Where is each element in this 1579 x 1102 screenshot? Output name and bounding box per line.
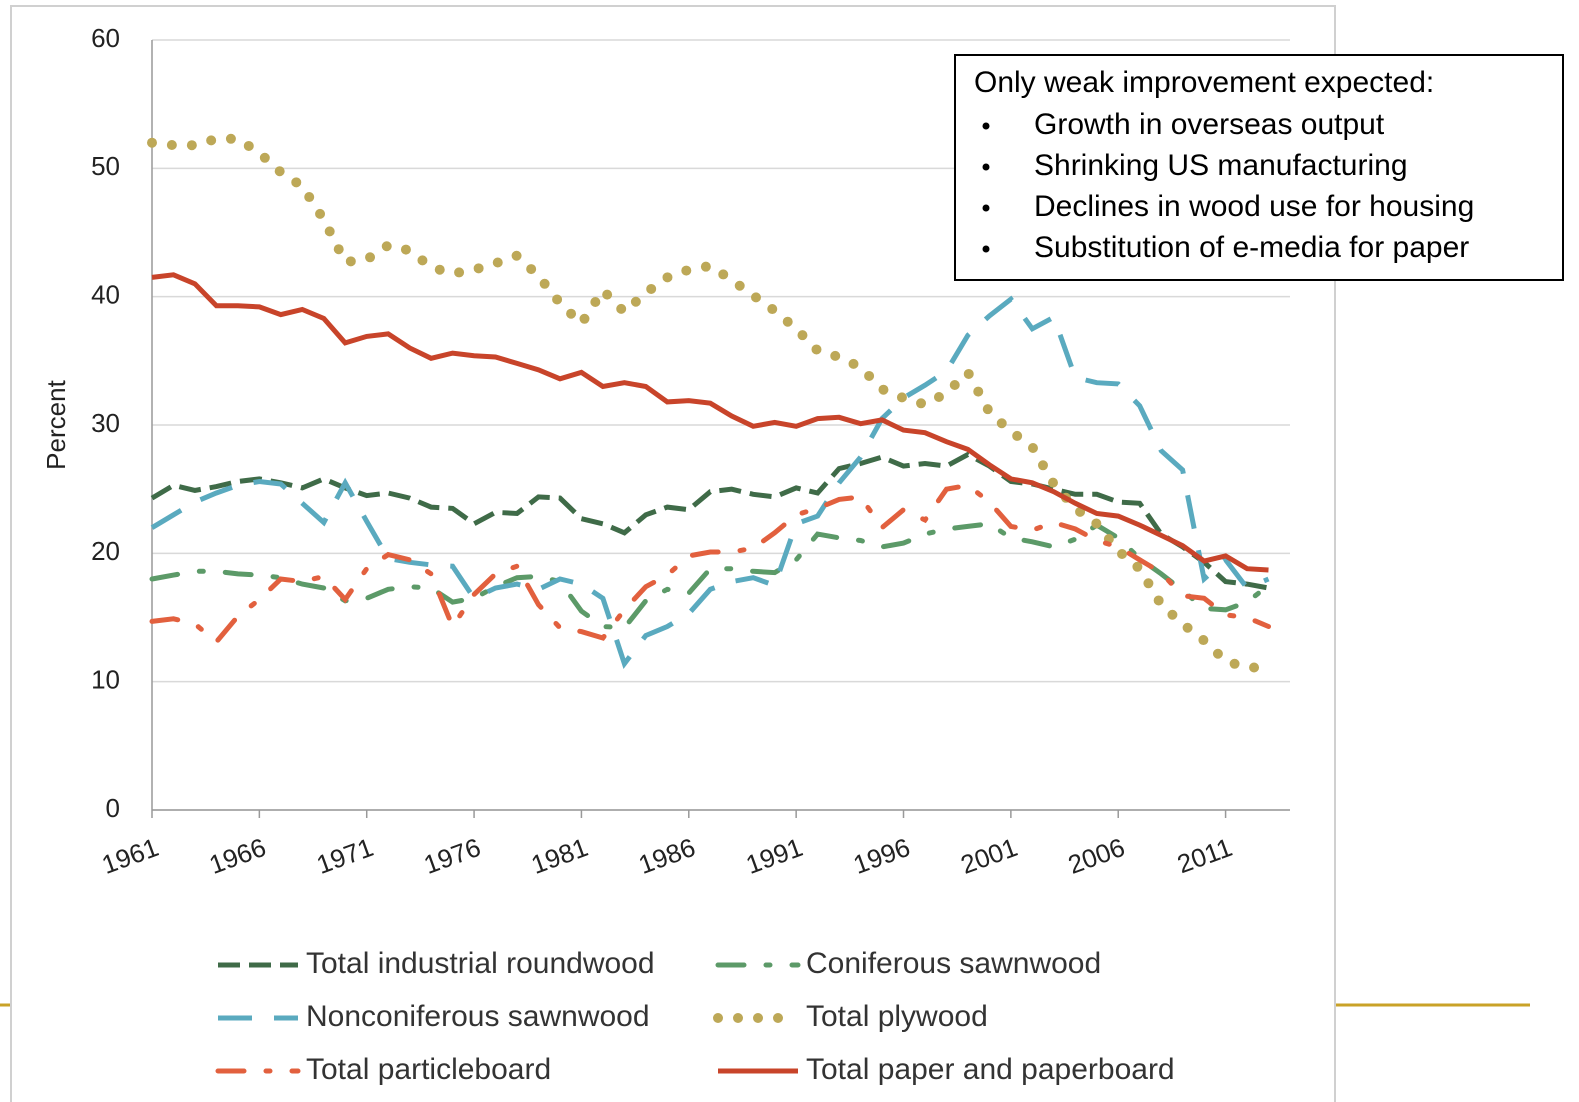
- series-line: [151, 272, 1269, 573]
- x-tick-label: 1981: [527, 832, 592, 880]
- y-tick-label: 60: [91, 23, 120, 53]
- x-tick-label: 1986: [635, 832, 700, 880]
- series-line: [147, 133, 1274, 673]
- annotation-heading: Only weak improvement expected:: [974, 66, 1434, 99]
- legend-label: Total paper and paperboard: [806, 1053, 1175, 1086]
- x-tick-label: 1966: [205, 832, 270, 880]
- x-tick-label: 1991: [742, 832, 807, 880]
- legend-label: Total plywood: [806, 1000, 988, 1033]
- y-tick-label: 50: [91, 151, 120, 181]
- series-line: [150, 451, 1269, 591]
- y-tick-label: 30: [91, 408, 120, 438]
- chart-frame: [10, 5, 1336, 1102]
- bullet: [982, 204, 990, 212]
- x-tick-label: 2001: [957, 832, 1022, 880]
- legend-label: Coniferous sawnwood: [806, 947, 1101, 980]
- legend-label: Nonconiferous sawnwood: [306, 1000, 650, 1033]
- series-line: [149, 482, 1271, 646]
- annotation-item: Declines in wood use for housing: [1034, 190, 1474, 223]
- x-tick-label: 1971: [313, 832, 378, 880]
- y-tick-label: 10: [91, 665, 120, 695]
- x-tick-label: 1976: [420, 832, 485, 880]
- x-tick-label: 2006: [1064, 832, 1129, 880]
- bullet: [982, 163, 990, 171]
- bullet: [982, 122, 990, 130]
- annotation-item: Growth in overseas output: [1034, 108, 1385, 141]
- bullet: [982, 245, 990, 253]
- x-tick-label: 1996: [849, 832, 914, 880]
- annotation-item: Substitution of e-media for paper: [1034, 231, 1469, 264]
- legend-label: Total particleboard: [306, 1053, 551, 1086]
- y-axis-label: Percent: [41, 379, 71, 469]
- series-line: [150, 295, 1270, 670]
- y-tick-label: 40: [91, 280, 120, 310]
- x-tick-label: 2011: [1173, 832, 1236, 879]
- legend-label: Total industrial roundwood: [306, 947, 655, 980]
- y-tick-label: 0: [106, 793, 120, 823]
- x-tick-label: 1961: [98, 832, 163, 880]
- annotation-box: [954, 54, 1564, 281]
- y-tick-label: 20: [91, 536, 120, 566]
- annotation-item: Shrinking US manufacturing: [1034, 149, 1408, 182]
